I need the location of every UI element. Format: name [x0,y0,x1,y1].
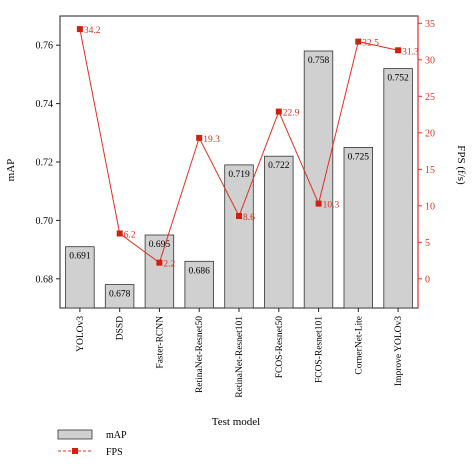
x-tick-label: Faster-RCNN [155,316,165,369]
fps-value-label: 6.2 [124,231,136,241]
bar-map [184,260,214,309]
fps-value-label: 2.2 [163,260,175,270]
x-tick-label: YOLOv3 [76,316,86,352]
legend-label-map: mAP [106,430,127,441]
y-left-tick-label: 0.72 [36,158,54,169]
bar-value-label: 0.686 [189,266,211,276]
x-tick-label: Improve YOLOv3 [394,316,404,386]
x-tick-label: RetinaNet-Resnet50 [195,316,205,393]
fps-point [156,259,163,266]
fps-value-label: 31.3 [402,47,419,57]
fps-point [236,213,242,219]
y-left-tick-label: 0.70 [36,216,54,227]
bar-map [383,68,413,309]
fps-point [315,200,322,207]
x-tick-label: FCOS-Resnet101 [315,316,325,383]
y-right-tick-label: 25 [425,92,435,103]
fps-value-label: 19.3 [203,135,220,145]
bar-value-label: 0.719 [228,170,250,180]
y-right-tick-label: 0 [425,274,430,285]
x-tick-label: RetinaNet-Resnet101 [235,316,245,398]
fps-point [76,26,83,33]
bar-value-label: 0.678 [109,290,131,300]
y-left-tick-label: 0.68 [36,274,54,285]
fps-value-label: 10.3 [323,201,340,211]
y-right-tick-label: 10 [425,201,435,212]
x-axis-title: Test model [212,416,260,428]
fps-point [116,230,123,237]
legend-marker-fps [72,448,78,454]
x-tick-label: DSSD [116,316,126,340]
bar-value-label: 0.758 [308,56,330,66]
x-tick-label: FCOS-Resnet50 [275,316,285,379]
fps-point [196,134,203,141]
y-right-tick-label: 30 [425,55,435,66]
fps-value-label: 8.6 [243,213,255,223]
y-right-tick-label: 20 [425,128,435,139]
bar-map [224,164,254,309]
y-right-axis-title: FPS (f/s) [455,145,467,185]
bar-value-label: 0.725 [348,152,370,162]
legend-swatch-map [57,429,93,440]
fps-point [275,108,282,115]
fps-value-label: 34.2 [84,26,101,36]
bar-map [264,155,294,309]
x-tick-label: CornerNet-Lite [354,316,364,375]
fps-point [395,47,402,54]
y-left-tick-label: 0.76 [36,41,54,52]
bar-value-label: 0.695 [149,240,171,250]
legend: mAP FPS [57,429,127,458]
fps-value-label: 32.5 [362,39,379,49]
y-right-tick-label: 35 [425,19,435,30]
y-right-tick-label: 15 [425,165,435,176]
y-left-tick-label: 0.74 [36,99,54,110]
bar-value-label: 0.752 [387,74,409,84]
y-right-tick-label: 5 [425,238,430,249]
bar-map [144,234,175,309]
fps-value-label: 22.9 [283,109,300,119]
legend-label-fps: FPS [106,447,123,458]
fps-point [355,38,362,45]
bar-value-label: 0.691 [69,252,91,262]
y-left-axis-title: mAP [5,159,17,182]
bar-map [343,146,374,309]
bar-value-label: 0.722 [268,161,290,171]
